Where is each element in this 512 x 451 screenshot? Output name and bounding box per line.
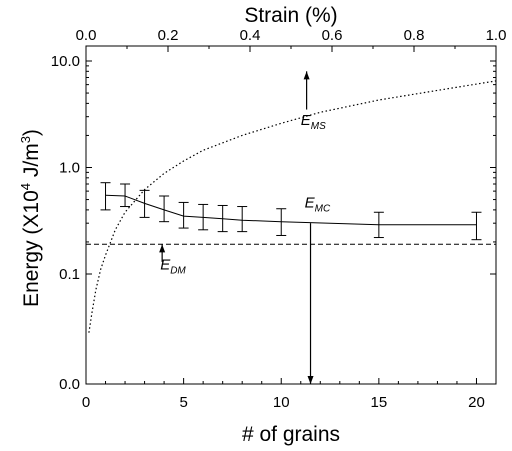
top-tick-label: 0.2: [158, 27, 179, 44]
x-axis-title: # of grains: [242, 423, 340, 446]
series-layer: [86, 80, 497, 333]
plot-frame: [85, 45, 497, 385]
y-tick-label: 1.0: [59, 160, 80, 177]
series-annotation: EDM: [160, 257, 186, 277]
y-tick-label: 10.0: [51, 53, 80, 70]
arrow-head: [307, 376, 314, 384]
y-axis-title-suffix: ): [20, 129, 43, 136]
top-tick-label: 0.0: [76, 27, 97, 44]
y-tick-label: 0.1: [59, 266, 80, 283]
series-line-e-mc: [105, 194, 477, 226]
x-tick-label: 5: [179, 394, 187, 411]
y-axis-title-exp2: 3: [18, 136, 33, 143]
y-axis-title-exp1: 4: [18, 183, 33, 190]
x-tick-label: 0: [82, 394, 90, 411]
x-tick-label: 15: [371, 394, 388, 411]
top-tick-label: 0.8: [404, 27, 425, 44]
top-tick-label: 1.0: [486, 27, 507, 44]
arrow-head: [303, 71, 310, 80]
top-axis-title: Strain (%): [244, 4, 337, 27]
y-tick-label: 0.0: [59, 376, 80, 393]
axis-ticks: 0 5 10 15 20 0.0 0.2 0.4 0.6 0.8 1.0 0.0 0.1 1.0 10.0: [51, 27, 507, 411]
y-axis-title: Energy (X104 J/m3): [18, 129, 43, 307]
x-tick-label: 20: [468, 394, 485, 411]
top-tick-label: 0.6: [322, 27, 343, 44]
series-annotation: EMC: [305, 195, 331, 215]
annotation-layer: EMS EMC EDM: [159, 71, 331, 384]
y-axis-title-mid: J/m: [20, 143, 43, 183]
series-annotation: EMS: [301, 112, 326, 132]
top-tick-label: 0.4: [240, 27, 261, 44]
series-line-e-ms: [88, 80, 497, 333]
x-tick-label: 10: [273, 394, 290, 411]
y-axis-title-prefix: Energy (X10: [20, 190, 43, 307]
arrow-head: [159, 244, 166, 253]
